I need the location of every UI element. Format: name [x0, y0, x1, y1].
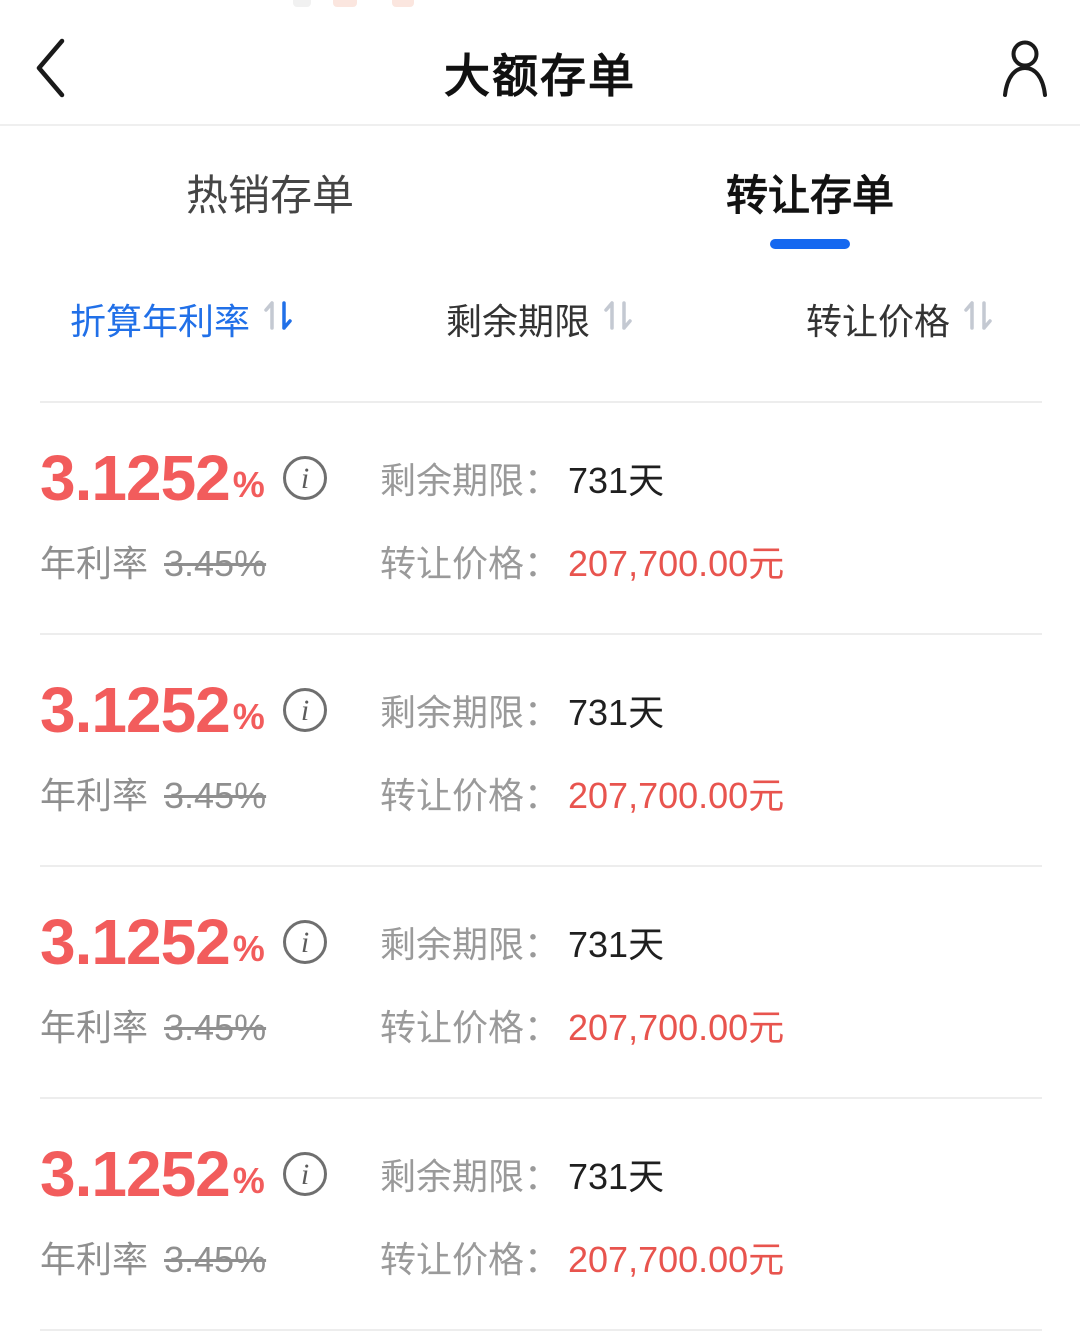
- sort-label: 折算年利率: [70, 301, 251, 342]
- base-annual-rate: 年利率 3.45%: [40, 999, 380, 1051]
- nav-header: 大额存单: [0, 0, 1080, 126]
- transfer-price: 转让价格： 207,700.00元: [380, 767, 1042, 819]
- term-label: 剩余期限：: [380, 460, 561, 501]
- profile-button[interactable]: [1000, 39, 1050, 100]
- sort-by-converted-annual-rate[interactable]: 折算年利率: [70, 293, 294, 345]
- sort-arrows-icon: [602, 295, 634, 344]
- term-label: 剩余期限：: [380, 692, 561, 733]
- converted-rate: 3.1252 % i: [40, 905, 380, 979]
- tab-label: 转让存单: [725, 172, 894, 219]
- sort-bar: 折算年利率 剩余期限 转让价格: [0, 293, 1080, 345]
- sort-by-transfer-price[interactable]: 转让价格: [806, 293, 994, 345]
- rate-unit: %: [232, 1160, 265, 1201]
- price-label: 转让价格：: [380, 1007, 561, 1048]
- chevron-left-icon: [30, 35, 72, 104]
- term-label: 剩余期限：: [380, 924, 561, 965]
- base-rate-label: 年利率: [40, 543, 149, 584]
- sort-arrows-icon: [962, 295, 994, 344]
- price-value: 207,700.00元: [568, 543, 785, 584]
- term-value: 731天: [568, 460, 665, 501]
- tab-transfer-deposits[interactable]: 转让存单: [540, 162, 1080, 249]
- base-rate-label: 年利率: [40, 775, 149, 816]
- rate-value: 3.1252: [40, 1138, 231, 1210]
- deposit-listings: 3.1252 % i 剩余期限： 731天 年利率 3.45% 转让价格： 207…: [40, 401, 1042, 1331]
- converted-rate: 3.1252 % i: [40, 673, 380, 747]
- rate-unit: %: [232, 464, 265, 505]
- rate-value: 3.1252: [40, 442, 231, 514]
- base-rate-value: 3.45%: [164, 775, 267, 816]
- active-tab-underline-indicator: [770, 239, 850, 249]
- term-value: 731天: [568, 692, 665, 733]
- list-item[interactable]: 3.1252 % i 剩余期限： 731天 年利率 3.45% 转让价格： 207…: [40, 633, 1042, 865]
- info-icon[interactable]: i: [281, 454, 329, 502]
- person-icon: [1000, 39, 1050, 100]
- svg-text:i: i: [301, 694, 309, 727]
- rate-unit: %: [232, 928, 265, 969]
- tab-label: 热销存单: [185, 172, 354, 219]
- svg-text:i: i: [301, 462, 309, 495]
- sort-label: 转让价格: [805, 301, 950, 342]
- term-label: 剩余期限：: [380, 1156, 561, 1197]
- clipped-glyph: [293, 0, 311, 7]
- term-value: 731天: [568, 924, 665, 965]
- price-value: 207,700.00元: [568, 1007, 785, 1048]
- base-rate-value: 3.45%: [164, 543, 267, 584]
- base-rate-label: 年利率: [40, 1007, 149, 1048]
- base-rate-value: 3.45%: [164, 1007, 267, 1048]
- transfer-price: 转让价格： 207,700.00元: [380, 535, 1042, 587]
- rate-value: 3.1252: [40, 674, 231, 746]
- price-label: 转让价格：: [380, 775, 561, 816]
- list-item[interactable]: 3.1252 % i 剩余期限： 731天 年利率 3.45% 转让价格： 207…: [40, 401, 1042, 633]
- remaining-term: 剩余期限： 731天: [380, 452, 1042, 504]
- price-label: 转让价格：: [380, 543, 561, 584]
- clipped-glyph: [392, 0, 414, 7]
- clipped-scroll-text: [0, 0, 1080, 10]
- page-title: 大额存单: [444, 50, 636, 102]
- info-icon[interactable]: i: [281, 1150, 329, 1198]
- transfer-price: 转让价格： 207,700.00元: [380, 999, 1042, 1051]
- clipped-glyph: [333, 0, 357, 7]
- remaining-term: 剩余期限： 731天: [380, 916, 1042, 968]
- sort-arrows-icon: [262, 295, 294, 344]
- base-rate-label: 年利率: [40, 1239, 149, 1280]
- converted-rate: 3.1252 % i: [40, 441, 380, 515]
- back-button[interactable]: [30, 35, 72, 104]
- info-icon[interactable]: i: [281, 918, 329, 966]
- term-value: 731天: [568, 1156, 665, 1197]
- info-icon[interactable]: i: [281, 686, 329, 734]
- converted-rate: 3.1252 % i: [40, 1137, 380, 1211]
- rate-value: 3.1252: [40, 906, 231, 978]
- list-item[interactable]: 3.1252 % i 剩余期限： 731天 年利率 3.45% 转让价格： 207…: [40, 865, 1042, 1097]
- list-item[interactable]: 3.1252 % i 剩余期限： 731天 年利率 3.45% 转让价格： 207…: [40, 1097, 1042, 1329]
- remaining-term: 剩余期限： 731天: [380, 684, 1042, 736]
- tab-hot-deposits[interactable]: 热销存单: [0, 162, 540, 249]
- svg-text:i: i: [301, 926, 309, 959]
- base-annual-rate: 年利率 3.45%: [40, 535, 380, 587]
- rate-unit: %: [232, 696, 265, 737]
- tab-bar: 热销存单 转让存单: [0, 162, 1080, 249]
- base-annual-rate: 年利率 3.45%: [40, 767, 380, 819]
- svg-text:i: i: [301, 1158, 309, 1191]
- sort-label: 剩余期限: [445, 301, 590, 342]
- base-rate-value: 3.45%: [164, 1239, 267, 1280]
- sort-by-remaining-term[interactable]: 剩余期限: [446, 293, 634, 345]
- remaining-term: 剩余期限： 731天: [380, 1148, 1042, 1200]
- price-value: 207,700.00元: [568, 775, 785, 816]
